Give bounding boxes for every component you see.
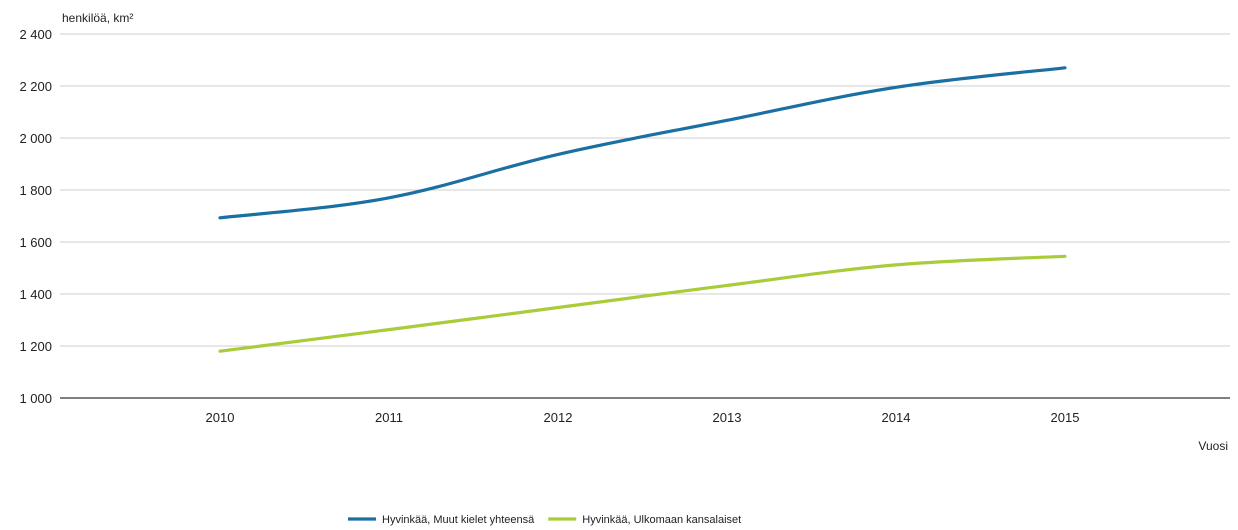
series-line-2 — [218, 254, 1067, 353]
y-tick-label: 1 600 — [19, 235, 52, 250]
y-tick-label: 1 200 — [19, 339, 52, 354]
legend-label-2: Hyvinkää, Ulkomaan kansalaiset — [582, 514, 741, 526]
series-line-1 — [218, 66, 1067, 220]
x-tick-label: 2012 — [544, 410, 573, 425]
x-tick-label: 2015 — [1051, 410, 1080, 425]
y-tick-label: 2 200 — [19, 79, 52, 94]
x-axis-title: Vuosi — [1198, 439, 1228, 453]
y-tick-label: 2 000 — [19, 131, 52, 146]
y-tick-label: 2 400 — [19, 27, 52, 42]
y-axis-title: henkilöä, km² — [62, 11, 133, 25]
legend: Hyvinkää, Muut kielet yhteensä Hyvinkää, … — [348, 514, 741, 526]
x-axis-ticks: 2010 2011 2012 2013 2014 2015 — [206, 410, 1080, 425]
legend-label-1: Hyvinkää, Muut kielet yhteensä — [382, 514, 535, 526]
series-lines — [218, 66, 1067, 353]
x-tick-label: 2011 — [375, 410, 403, 425]
y-tick-label: 1 800 — [19, 183, 52, 198]
y-tick-label: 1 400 — [19, 287, 52, 302]
x-tick-label: 2010 — [206, 410, 235, 425]
y-axis-ticks: 1 000 1 200 1 400 1 600 1 800 2 000 2 200 2 400 — [19, 27, 52, 406]
x-tick-label: 2014 — [882, 410, 911, 425]
x-tick-label: 2013 — [713, 410, 742, 425]
y-tick-label: 1 000 — [19, 391, 52, 406]
